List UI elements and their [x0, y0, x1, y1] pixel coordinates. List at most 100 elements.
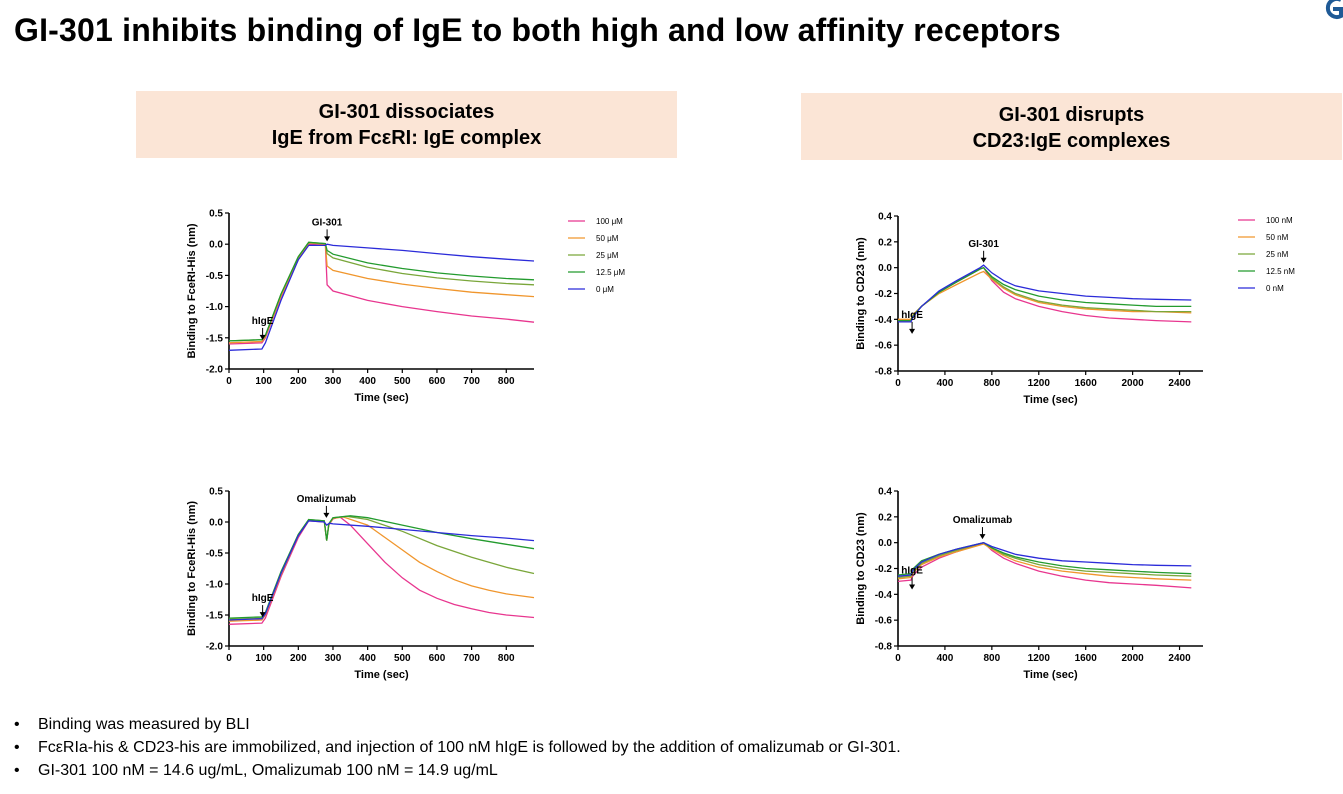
x-tick-label: 200 [290, 376, 307, 387]
x-tick-label: 0 [895, 653, 901, 664]
chart-cd23-gi301: -0.8 -0.6 -0.4 -0.2 0.0 0.2 0.4 0 400 800 1200 1600… [855, 212, 1295, 407]
x-axis-label: Time (sec) [354, 669, 409, 681]
x-tick-label: 200 [290, 653, 307, 664]
x-axis-label: Time (sec) [1023, 394, 1078, 406]
page-title: GI-301 inhibits binding of IgE to both h… [14, 12, 1061, 48]
y-tick-label: -0.6 [875, 341, 893, 352]
y-tick-label: -0.6 [875, 616, 893, 627]
x-tick-label: 0 [895, 378, 901, 389]
y-tick-label: 0.5 [209, 487, 223, 498]
y-tick-label: 0.4 [878, 487, 892, 498]
banner-fceri: GI-301 dissociates IgE from FcεRI: IgE c… [136, 91, 677, 158]
x-tick-label: 500 [394, 376, 411, 387]
annotation-arrow-head [323, 512, 330, 518]
y-tick-label: -1.5 [206, 611, 224, 622]
y-tick-label: -0.4 [875, 590, 893, 601]
series-line [897, 543, 1192, 581]
x-axis-label: Time (sec) [354, 392, 409, 404]
annotation-label: hIgE [901, 310, 923, 321]
legend-label: 0 μM [596, 285, 614, 294]
x-tick-label: 2000 [1121, 378, 1144, 389]
annotation-label: hIgE [252, 316, 274, 327]
x-tick-label: 800 [984, 378, 1001, 389]
annotation-label: hIgE [901, 565, 923, 576]
series-line [898, 266, 1192, 322]
bullet-text: Binding was measured by BLI [38, 716, 250, 733]
annotation-arrow-head [259, 612, 266, 618]
series-line [897, 542, 1192, 577]
legend-label: 100 μM [596, 217, 623, 226]
x-tick-label: 400 [937, 653, 954, 664]
x-tick-label: 2000 [1121, 653, 1144, 664]
chart-fceri-gi301: -2.0 -1.5 -1.0 -0.5 0.0 0.5 0 100 200 300 400 500 60… [186, 209, 625, 405]
y-tick-label: -0.5 [206, 271, 224, 282]
x-tick-label: 0 [226, 376, 232, 387]
x-tick-label: 400 [937, 378, 954, 389]
legend-label: 100 nM [1266, 216, 1293, 225]
legend-label: 0 nM [1266, 284, 1284, 293]
series-line [898, 266, 1192, 323]
annotation-label: GI-301 [312, 217, 343, 228]
y-tick-label: 0.2 [878, 512, 892, 523]
x-tick-label: 600 [429, 653, 446, 664]
x-tick-label: 100 [255, 376, 272, 387]
banner-fceri-line1: GI-301 dissociates [318, 101, 495, 123]
annotation-label: Omalizumab [953, 515, 1012, 526]
x-tick-label: 100 [255, 653, 272, 664]
series-line [898, 264, 1192, 323]
chart-fceri-omalizumab: -2.0 -1.5 -1.0 -0.5 0.0 0.5 0 100 200 300 400 500 60… [186, 487, 535, 681]
x-axis-label: Time (sec) [1023, 669, 1078, 681]
series-line [897, 541, 1192, 579]
x-tick-label: 1600 [1075, 378, 1098, 389]
x-tick-label: 2400 [1168, 378, 1191, 389]
x-tick-label: 0 [226, 653, 232, 664]
legend-label: 25 nM [1266, 250, 1289, 259]
x-tick-label: 700 [463, 653, 480, 664]
annotation-arrow-head [979, 534, 986, 540]
x-tick-label: 700 [463, 376, 480, 387]
banner-fceri-line2: IgE from FcεRI: IgE complex [271, 127, 542, 149]
x-tick-label: 600 [429, 376, 446, 387]
bullet-item: • Binding was measured by BLI [14, 713, 901, 736]
series-line [228, 516, 535, 622]
series-line [228, 243, 535, 345]
y-tick-label: 0.0 [209, 240, 223, 251]
y-tick-label: -1.5 [206, 333, 224, 344]
y-tick-label: -1.0 [206, 580, 224, 591]
annotation-arrow-head [259, 334, 266, 340]
y-tick-label: -2.0 [206, 642, 224, 653]
y-axis-label: Binding to FceRI-His (nm) [186, 501, 198, 636]
x-tick-label: 400 [359, 653, 376, 664]
company-logo-icon [1325, 0, 1343, 19]
annotation-label: hIgE [252, 593, 274, 604]
y-axis-label: Binding to FceRI-His (nm) [186, 223, 198, 358]
x-tick-label: 500 [394, 653, 411, 664]
y-tick-label: -1.0 [206, 302, 224, 313]
series-line [228, 241, 535, 342]
legend-label: 12.5 μM [596, 268, 625, 277]
x-tick-label: 800 [498, 376, 515, 387]
series-line [897, 541, 1192, 589]
series-line [228, 515, 535, 620]
x-tick-label: 400 [359, 376, 376, 387]
x-tick-label: 1200 [1028, 653, 1051, 664]
y-tick-label: -0.2 [875, 564, 893, 575]
annotation-arrow-head [909, 328, 916, 334]
x-tick-label: 300 [325, 376, 342, 387]
x-tick-label: 300 [325, 653, 342, 664]
y-tick-label: -0.8 [875, 367, 893, 378]
y-tick-label: -0.5 [206, 549, 224, 560]
series-line [228, 515, 535, 619]
legend-label: 25 μM [596, 251, 619, 260]
annotation-arrow-head [980, 257, 987, 263]
series-line [228, 241, 535, 342]
y-tick-label: 0.5 [209, 209, 223, 220]
y-tick-label: -0.4 [875, 315, 893, 326]
y-axis-label: Binding to CD23 (nm) [855, 512, 867, 625]
y-tick-label: 0.0 [209, 518, 223, 529]
banner-cd23-line2: CD23:IgE complexes [972, 130, 1171, 152]
annotation-arrow-head [324, 236, 331, 242]
series-line [898, 266, 1192, 322]
y-tick-label: 0.2 [878, 237, 892, 248]
annotation-label: Omalizumab [297, 494, 356, 505]
